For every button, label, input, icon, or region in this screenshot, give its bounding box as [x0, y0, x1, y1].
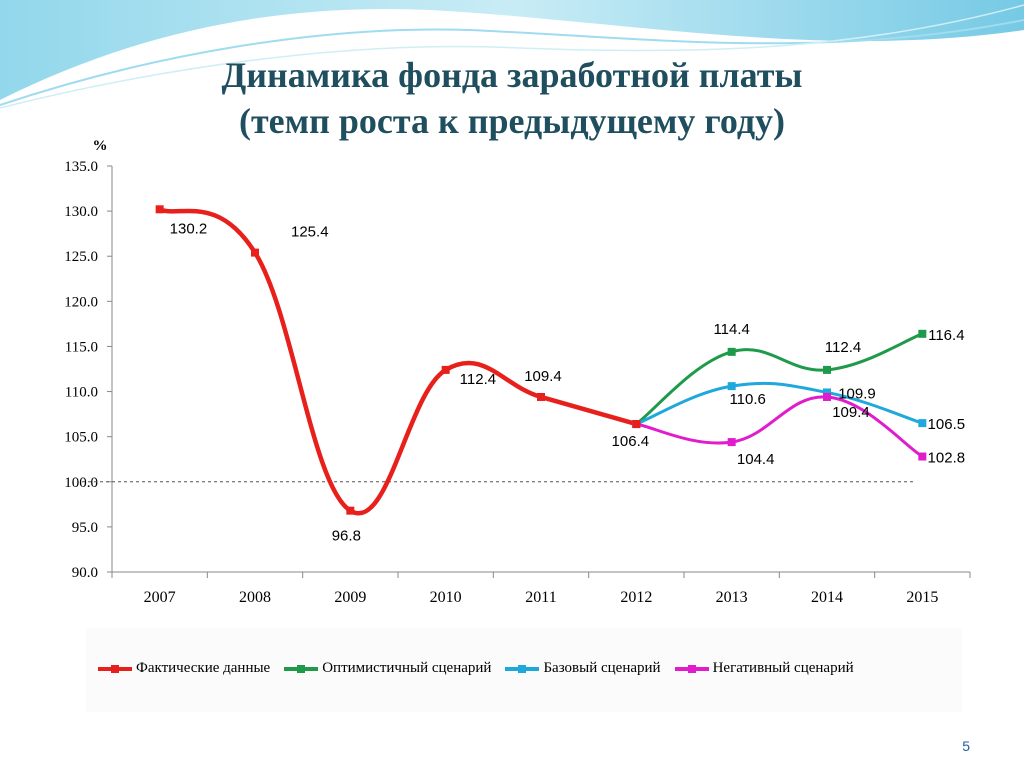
- series-line-optimistic: [634, 332, 924, 426]
- title-line-2: (темп роста к предыдущему году): [238, 101, 786, 141]
- data-label-base: 106.5: [928, 416, 966, 433]
- series-line-base: [634, 381, 924, 426]
- page-title: Динамика фонда заработной платы (темп ро…: [0, 52, 1024, 144]
- y-tick-label: 130.0: [64, 204, 98, 220]
- legend-item-negative: Негативный сценарий: [674, 660, 854, 677]
- data-point-negative: [918, 452, 927, 461]
- data-label-optimistic: 114.4: [713, 321, 749, 338]
- legend-item-optimistic: Оптимистичный сценарий: [284, 660, 491, 677]
- legend-label: Оптимистичный сценарий: [322, 660, 492, 676]
- data-label-optimistic: 112.4: [825, 339, 861, 356]
- y-axis-label: %: [93, 138, 108, 154]
- legend-label: Базовый сценарий: [543, 660, 661, 676]
- legend-swatch-actual: [98, 663, 132, 675]
- data-point-base: [823, 388, 831, 397]
- y-tick-label: 95.0: [72, 520, 98, 536]
- legend-swatch-negative: [674, 663, 709, 675]
- legend-swatch-base: [505, 663, 540, 675]
- data-label-base: 109.9: [838, 385, 876, 402]
- data-point-actual: [251, 248, 259, 257]
- data-label-negative: 102.8: [928, 450, 966, 467]
- data-point-optimistic: [823, 365, 831, 374]
- legend-item-base: Базовый сценарий: [505, 660, 661, 677]
- y-tick-label: 135.0: [64, 159, 98, 175]
- legend-label: Негативный сценарий: [712, 660, 854, 676]
- y-tick-label: 100.0: [64, 475, 98, 491]
- legend-label: Фактические данные: [136, 660, 271, 676]
- data-point-optimistic: [727, 347, 736, 356]
- data-point-actual: [346, 506, 355, 515]
- x-tick-label: 2013: [716, 589, 748, 606]
- data-label-negative: 109.4: [832, 404, 870, 421]
- data-point-actual: [441, 365, 450, 374]
- y-tick-label: 110.0: [65, 385, 98, 401]
- chart-legend: Фактические данные Оптимистичный сценарий…: [98, 660, 854, 677]
- y-tick-label: 90.0: [72, 565, 98, 581]
- chart-data-labels: 114.4 112.4 116.4 110.6 109.9 106.5 104.4 109.4…: [170, 220, 965, 544]
- x-tick-label: 2008: [239, 589, 271, 606]
- data-point-actual: [537, 392, 545, 401]
- chart-series-lines: [157, 207, 924, 516]
- legend-item-actual: Фактические данные: [98, 660, 270, 677]
- data-point-optimistic: [918, 329, 927, 338]
- data-label-actual: 125.4: [291, 224, 329, 241]
- data-label-actual: 96.8: [332, 528, 361, 545]
- data-label-actual: 130.2: [170, 220, 208, 237]
- decorative-wave-header: [0, 0, 1024, 109]
- x-tick-label: 2015: [906, 589, 938, 606]
- data-label-actual: 109.4: [524, 368, 562, 385]
- x-tick-label: 2010: [430, 589, 462, 606]
- x-tick-label: 2014: [811, 589, 843, 606]
- data-point-base: [727, 382, 736, 391]
- legend-swatch-optimistic: [284, 663, 319, 675]
- data-label-negative: 104.4: [737, 451, 775, 468]
- y-tick-label: 120.0: [64, 294, 98, 310]
- data-label-actual: 106.4: [612, 433, 650, 450]
- y-tick-label: 115.0: [65, 339, 98, 355]
- data-point-negative: [823, 392, 831, 401]
- chart-axes: 135.0 130.0 125.0 120.0 115.0 110.0 105.0 100.0…: [64, 138, 971, 606]
- chart-series-points: [155, 205, 927, 515]
- x-tick-label: 2007: [144, 589, 176, 606]
- title-line-1: Динамика фонда заработной платы: [221, 55, 803, 95]
- data-point-base: [918, 419, 927, 428]
- data-label-actual: 112.4: [460, 371, 496, 388]
- page-number: 5: [962, 738, 970, 754]
- data-label-optimistic: 116.4: [928, 327, 964, 344]
- x-tick-label: 2011: [525, 589, 556, 606]
- y-tick-label: 105.0: [64, 430, 98, 446]
- series-line-actual: [157, 207, 639, 516]
- x-tick-label: 2009: [334, 589, 366, 606]
- data-point-actual: [632, 420, 641, 429]
- data-label-base: 110.6: [729, 391, 765, 408]
- x-tick-label: 2012: [620, 589, 652, 606]
- series-line-negative: [634, 395, 924, 459]
- data-point-negative: [727, 438, 736, 447]
- data-point-actual: [155, 205, 164, 214]
- y-tick-label: 125.0: [64, 249, 98, 265]
